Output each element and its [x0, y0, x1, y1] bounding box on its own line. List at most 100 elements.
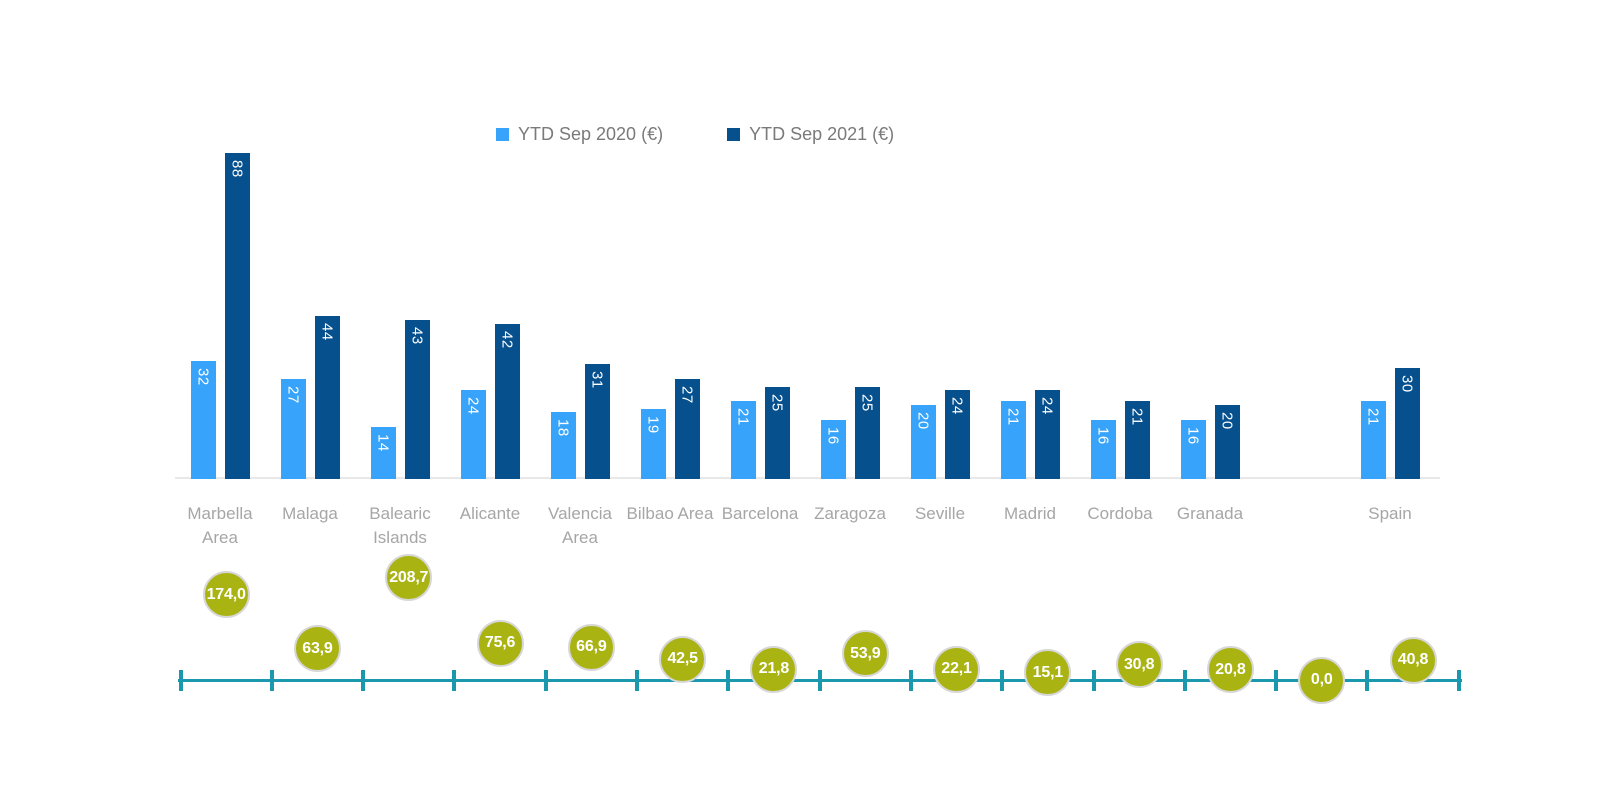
growth-axis-tick — [1000, 670, 1005, 691]
category-label-madrid: Madrid — [1004, 504, 1056, 523]
bar-2021-alicante[interactable]: 42 — [494, 323, 520, 479]
bar-value-label: 21 — [1004, 408, 1022, 426]
growth-axis-tick — [1365, 670, 1370, 691]
growth-marker-label: 42,5 — [667, 650, 698, 668]
bar-2021-barcelona[interactable]: 25 — [764, 386, 790, 479]
growth-marker-label: 53,9 — [850, 644, 881, 662]
category-label-seville: Seville — [914, 504, 966, 523]
bar-value-label: 42 — [498, 330, 516, 349]
growth-axis-tick — [178, 670, 183, 691]
growth-marker-gap[interactable]: 0,0 — [1298, 656, 1346, 704]
growth-marker-label: 15,1 — [1032, 663, 1064, 681]
legend-item-ytd-2021[interactable]: YTD Sep 2021 (€) — [727, 124, 894, 145]
x-axis-line — [175, 477, 1440, 479]
bar-2021-granada[interactable]: 20 — [1214, 405, 1240, 479]
growth-marker-malaga[interactable]: 63,9 — [293, 625, 341, 673]
growth-marker-label: 208,7 — [389, 568, 429, 586]
growth-marker-seville[interactable]: 22,1 — [933, 645, 981, 693]
bar-value-label: 16 — [824, 426, 842, 445]
bar-2020-malaga[interactable]: 27 — [280, 379, 306, 479]
growth-marker-zaragoza[interactable]: 53,9 — [841, 630, 889, 678]
legend-label-2021: YTD Sep 2021 (€) — [749, 124, 895, 144]
bar-2020-alicante[interactable]: 24 — [460, 390, 486, 479]
growth-marker-spain[interactable]: 40,8 — [1389, 636, 1437, 684]
bar-value-label: 21 — [734, 408, 752, 426]
bar-2021-cordoba[interactable]: 21 — [1124, 401, 1150, 479]
growth-axis-tick — [908, 670, 913, 691]
growth-marker-marbella-area[interactable]: 174,0 — [202, 571, 250, 619]
growth-marker-barcelona[interactable]: 21,8 — [750, 645, 798, 693]
bar-value-label: 21 — [1364, 408, 1382, 426]
bar-2020-bilbao-area[interactable]: 19 — [640, 408, 666, 479]
growth-marker-cordoba[interactable]: 30,8 — [1115, 641, 1163, 689]
bar-2020-zaragoza[interactable]: 16 — [820, 419, 846, 479]
bar-2021-marbella-area[interactable]: 88 — [224, 153, 250, 479]
bar-2021-valencia-area[interactable]: 31 — [584, 364, 610, 479]
category-label-spain: Spain — [1368, 504, 1412, 523]
bar-value-label: 30 — [1398, 375, 1416, 393]
legend-swatch-2021 — [727, 128, 741, 141]
growth-marker-madrid[interactable]: 15,1 — [1024, 649, 1072, 697]
bar-2020-madrid[interactable]: 21 — [1000, 401, 1026, 479]
growth-axis-tick — [1091, 670, 1096, 691]
bar-2021-madrid[interactable]: 24 — [1034, 390, 1060, 479]
growth-marker-label: 66,9 — [576, 638, 607, 656]
growth-marker-label: 40,8 — [1397, 651, 1429, 669]
growth-marker-alicante[interactable]: 75,6 — [476, 619, 524, 667]
bar-value-label: 27 — [284, 386, 302, 404]
category-label-granada: Granada — [1176, 504, 1244, 523]
growth-marker-label: 22,1 — [941, 660, 972, 678]
legend-swatch-2020 — [496, 128, 509, 141]
growth-marker-label: 0,0 — [1310, 671, 1333, 688]
bar-2021-spain[interactable]: 30 — [1394, 368, 1420, 479]
bar-2021-zaragoza[interactable]: 25 — [854, 386, 880, 479]
growth-marker-valencia-area[interactable]: 66,9 — [567, 623, 615, 671]
bar-value-label: 44 — [318, 323, 336, 341]
bar-value-label: 88 — [228, 160, 246, 179]
bar-2020-cordoba[interactable]: 16 — [1090, 419, 1116, 479]
category-label-cordoba: Cordoba — [1087, 504, 1153, 523]
bar-value-label: 14 — [374, 434, 392, 452]
bar-2020-seville[interactable]: 20 — [910, 405, 936, 479]
growth-marker-label: 63,9 — [302, 639, 333, 657]
bar-value-label: 21 — [1128, 408, 1146, 426]
growth-axis-tick — [817, 670, 822, 691]
bar-2020-valencia-area[interactable]: 18 — [550, 412, 576, 479]
legend-item-ytd-2020[interactable]: YTD Sep 2020 (€) — [496, 124, 663, 145]
bar-2021-bilbao-area[interactable]: 27 — [674, 379, 700, 479]
bar-2020-spain[interactable]: 21 — [1360, 401, 1386, 479]
growth-axis-tick — [1182, 670, 1187, 691]
bar-value-label: 20 — [1218, 412, 1236, 430]
bar-2020-barcelona[interactable]: 21 — [730, 401, 756, 479]
category-label-barcelona: Barcelona — [721, 504, 799, 523]
bar-2021-malaga[interactable]: 44 — [314, 316, 340, 479]
growth-axis-tick — [726, 670, 731, 691]
bar-2020-marbella-area[interactable]: 32 — [190, 360, 216, 479]
growth-axis-tick — [543, 670, 548, 691]
growth-marker-label: 21,8 — [758, 660, 790, 678]
bar-value-label: 20 — [914, 412, 932, 430]
category-label-alicante: Alicante — [459, 504, 521, 523]
growth-marker-bilbao-area[interactable]: 42,5 — [659, 635, 707, 683]
bar-value-label: 25 — [768, 393, 786, 412]
bar-2021-balearic-islands[interactable]: 43 — [404, 319, 430, 479]
growth-marker-label: 75,6 — [484, 634, 516, 652]
legend: YTD Sep 2020 (€) YTD Sep 2021 (€) — [496, 124, 894, 145]
category-label-balearic-islands: Balearic Islands — [369, 504, 431, 547]
bar-value-label: 24 — [464, 397, 482, 415]
bar-value-label: 16 — [1184, 426, 1202, 445]
growth-marker-balearic-islands[interactable]: 208,7 — [385, 554, 433, 602]
growth-axis-tick — [1274, 670, 1279, 691]
growth-marker-label: 30,8 — [1123, 655, 1155, 673]
growth-axis-tick — [635, 670, 639, 691]
category-label-bilbao-area: Bilbao Area — [626, 504, 714, 523]
bar-value-label: 18 — [554, 419, 572, 438]
category-label-marbella-area: Marbella Area — [187, 504, 253, 547]
bar-2021-seville[interactable]: 24 — [944, 390, 970, 479]
bar-2020-balearic-islands[interactable]: 14 — [370, 427, 396, 479]
category-label-zaragoza: Zaragoza — [814, 504, 886, 523]
bar-2020-granada[interactable]: 16 — [1180, 419, 1206, 479]
bar-value-label: 19 — [644, 415, 662, 434]
growth-marker-granada[interactable]: 20,8 — [1206, 646, 1254, 694]
